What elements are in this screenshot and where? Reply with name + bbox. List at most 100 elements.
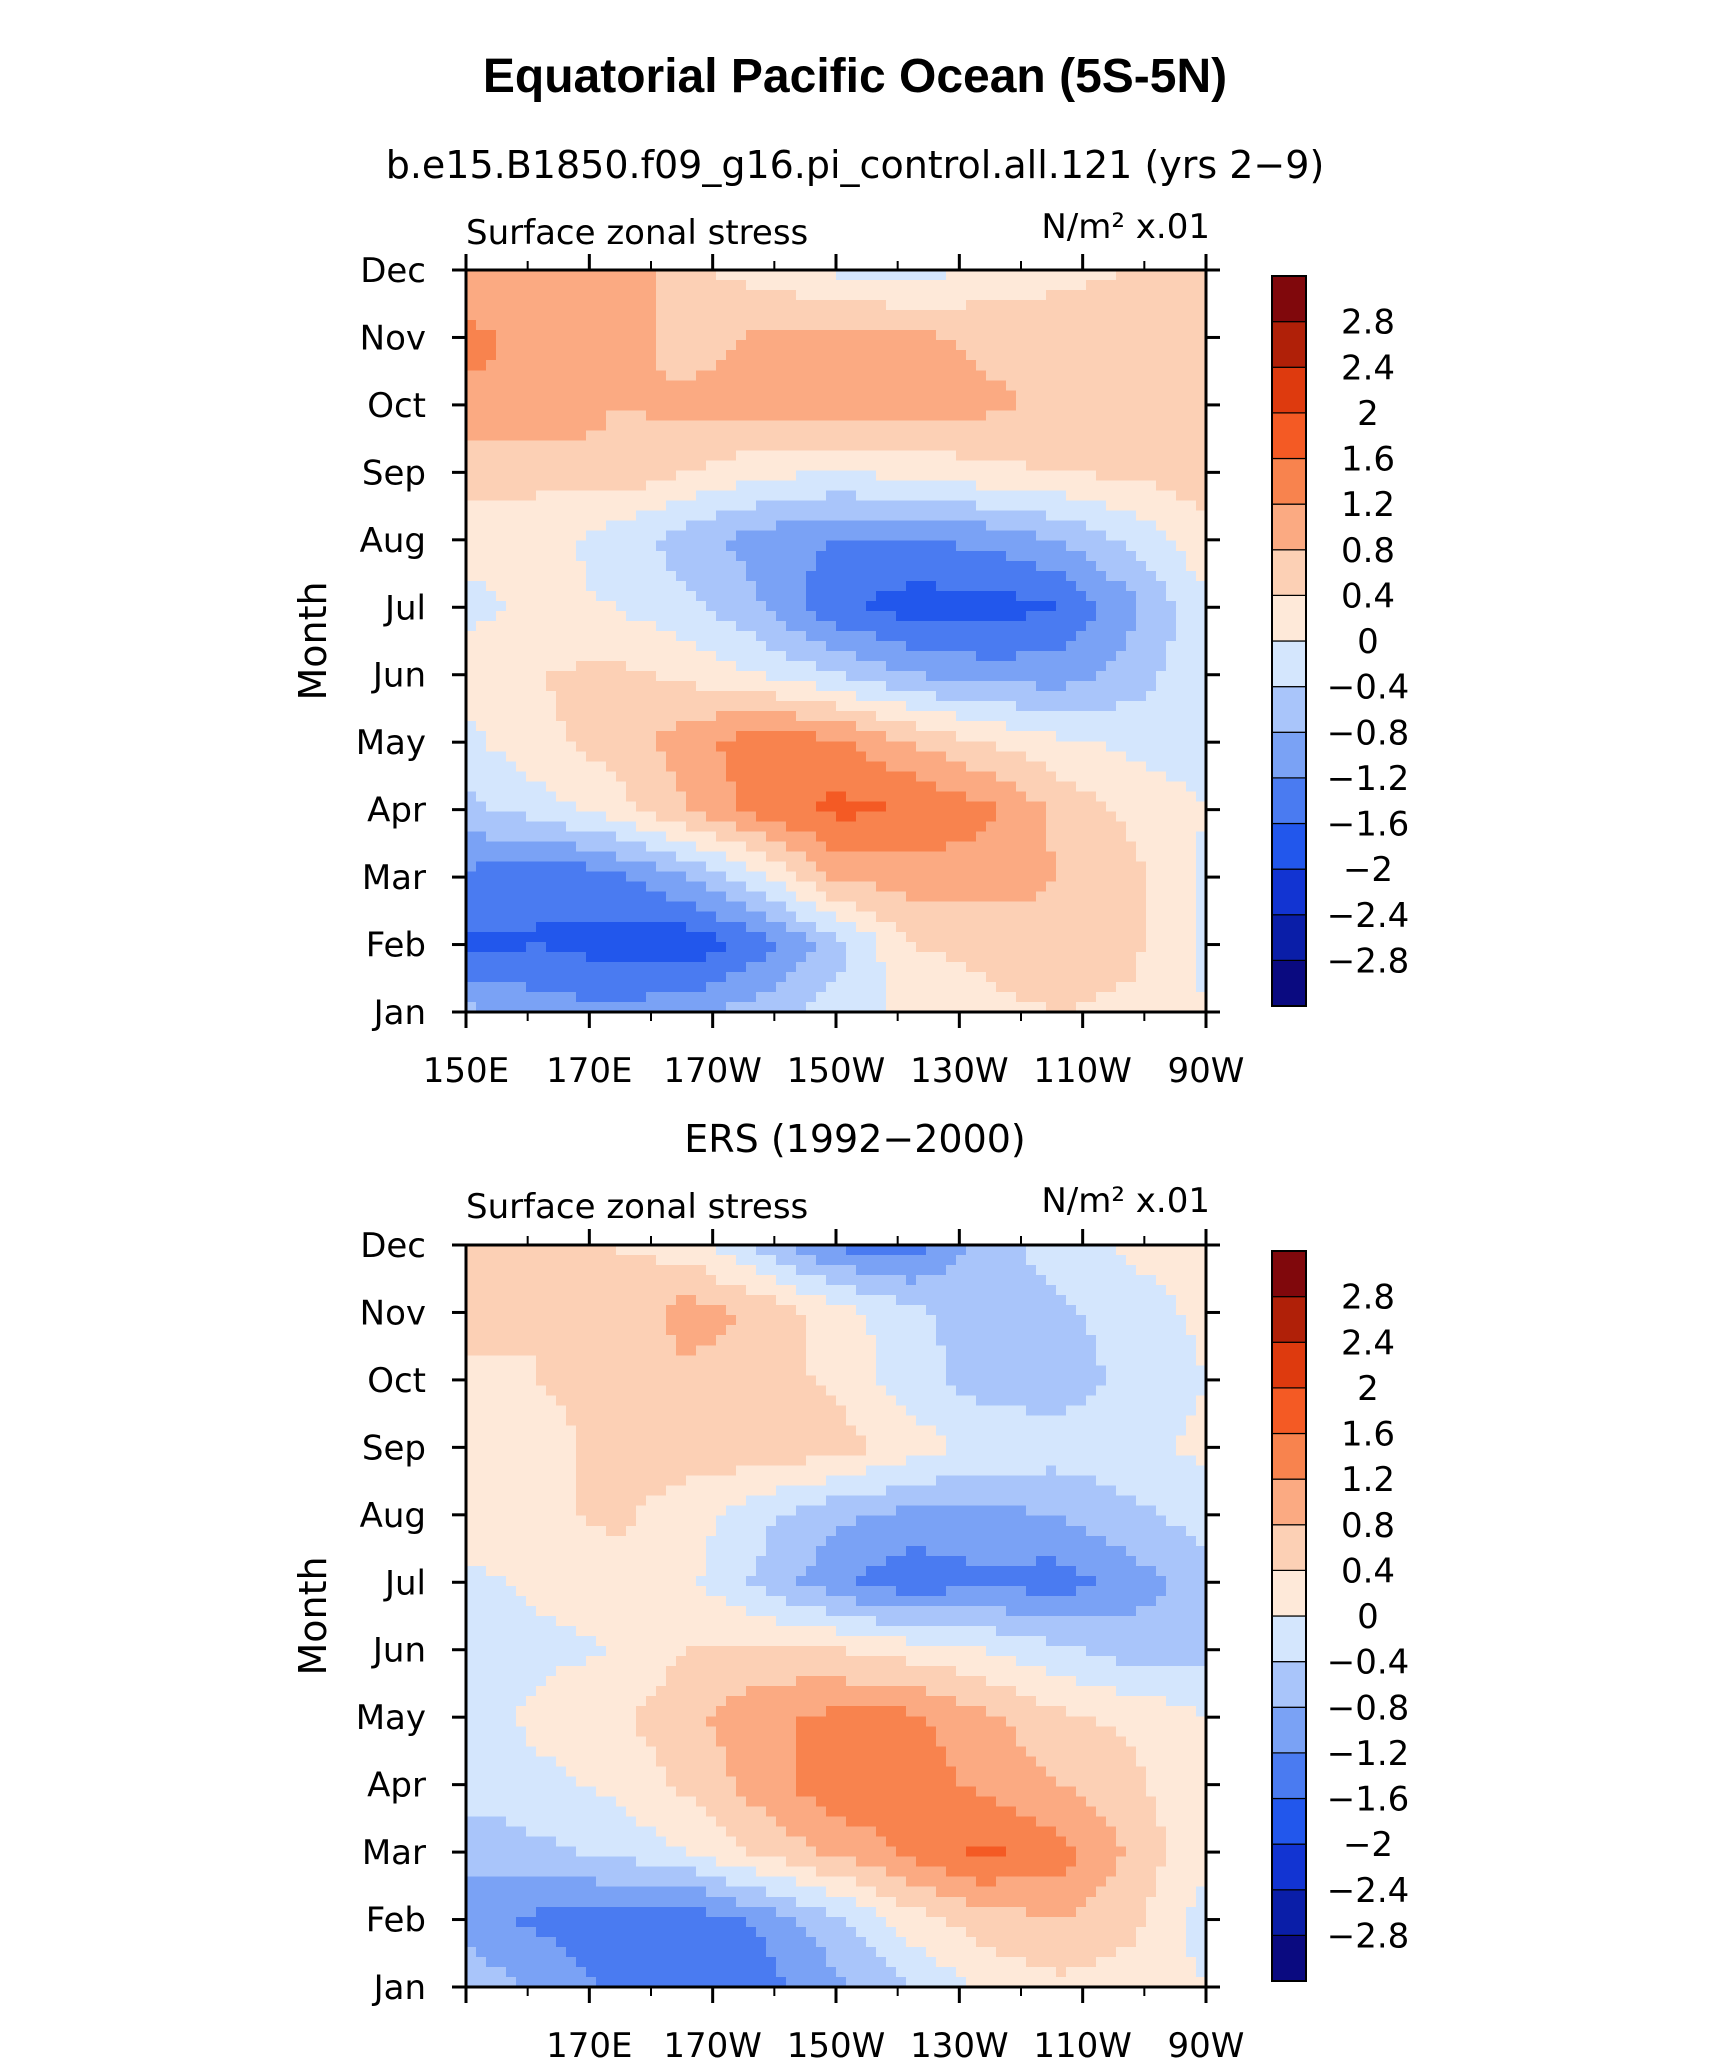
contour-cell bbox=[1026, 360, 1037, 371]
contour-cell bbox=[746, 310, 757, 321]
contour-cell bbox=[866, 300, 877, 311]
contour-cell bbox=[696, 901, 707, 913]
contour-cell bbox=[626, 350, 637, 361]
contour-cell bbox=[1026, 340, 1037, 351]
contour-cell bbox=[876, 881, 887, 893]
contour-cell bbox=[736, 600, 747, 612]
contour-cell bbox=[816, 430, 827, 442]
contour-cell bbox=[986, 460, 997, 472]
contour-cell bbox=[896, 550, 907, 562]
contour-cell bbox=[796, 360, 807, 371]
contour-cell bbox=[856, 610, 867, 622]
contour-cell bbox=[766, 600, 777, 612]
contour-cell bbox=[556, 931, 567, 943]
contour-cell bbox=[946, 711, 957, 722]
contour-cell bbox=[536, 370, 547, 381]
contour-cell bbox=[1166, 651, 1177, 662]
contour-cell bbox=[686, 590, 697, 602]
contour-cell bbox=[916, 881, 927, 893]
contour-cell bbox=[506, 610, 517, 622]
contour-cell bbox=[646, 841, 657, 853]
contour-cell bbox=[696, 871, 707, 883]
contour-cell bbox=[506, 901, 517, 913]
contour-cell bbox=[1136, 430, 1147, 442]
contour-cell bbox=[1056, 310, 1067, 321]
contour-cell bbox=[1146, 530, 1157, 542]
contour-cell bbox=[526, 300, 537, 311]
contour-cell bbox=[1056, 701, 1067, 712]
contour-cell bbox=[726, 380, 737, 391]
contour-cell bbox=[716, 781, 727, 793]
contour-cell bbox=[486, 941, 497, 953]
contour-cell bbox=[656, 580, 667, 592]
contour-cell bbox=[1096, 781, 1107, 793]
contour-cell bbox=[926, 761, 937, 772]
contour-cell bbox=[606, 290, 617, 301]
contour-cell bbox=[846, 651, 857, 662]
contour-cell bbox=[996, 851, 1007, 863]
contour-cell bbox=[746, 400, 757, 411]
contour-cell bbox=[826, 731, 837, 742]
contour-cell bbox=[556, 470, 567, 482]
contour-cell bbox=[666, 851, 677, 863]
contour-cell bbox=[1196, 320, 1207, 331]
contour-cell bbox=[646, 791, 657, 803]
contour-cell bbox=[876, 841, 887, 853]
contour-cell bbox=[856, 911, 867, 923]
contour-cell bbox=[886, 841, 897, 853]
contour-cell bbox=[1046, 300, 1057, 311]
contour-cell bbox=[816, 540, 827, 552]
contour-cell bbox=[806, 931, 817, 943]
contour-cell bbox=[836, 510, 847, 522]
contour-cell bbox=[696, 330, 707, 341]
contour-cell bbox=[1096, 751, 1107, 762]
contour-cell bbox=[576, 811, 587, 823]
contour-cell bbox=[836, 400, 847, 411]
contour-cell bbox=[1016, 931, 1027, 943]
contour-cell bbox=[556, 490, 567, 502]
contour-cell bbox=[1116, 741, 1127, 752]
contour-cell bbox=[1186, 600, 1197, 612]
contour-cell bbox=[536, 630, 547, 642]
contour-cell bbox=[606, 370, 617, 381]
contour-cell bbox=[596, 500, 607, 512]
contour-cell bbox=[866, 490, 877, 502]
contour-cell bbox=[586, 831, 597, 843]
contour-cell bbox=[506, 701, 517, 712]
contour-cell bbox=[846, 460, 857, 472]
contour-cell bbox=[516, 410, 527, 422]
contour-cell bbox=[716, 300, 727, 311]
contour-cell bbox=[816, 450, 827, 462]
contour-cell bbox=[886, 560, 897, 572]
contour-cell bbox=[896, 410, 907, 422]
contour-cell bbox=[576, 350, 587, 361]
contour-cell bbox=[586, 941, 597, 953]
contour-cell bbox=[636, 721, 647, 732]
contour-cell bbox=[1146, 931, 1157, 943]
contour-cell bbox=[556, 691, 567, 702]
contour-cell bbox=[476, 791, 487, 803]
contour-cell bbox=[776, 350, 787, 361]
contour-cell bbox=[616, 701, 627, 712]
contour-cell bbox=[796, 550, 807, 562]
contour-cell bbox=[1076, 681, 1087, 692]
contour-cell bbox=[1166, 641, 1177, 652]
contour-cell bbox=[706, 560, 717, 572]
contour-cell bbox=[896, 701, 907, 712]
contour-cell bbox=[586, 380, 597, 391]
contour-cell bbox=[526, 630, 537, 642]
contour-cell bbox=[1086, 360, 1097, 371]
contour-cell bbox=[876, 390, 887, 401]
contour-cell bbox=[1066, 751, 1077, 762]
contour-cell bbox=[996, 270, 1007, 281]
contour-cell bbox=[666, 681, 677, 692]
contour-cell bbox=[576, 681, 587, 692]
contour-cell bbox=[1096, 500, 1107, 512]
contour-cell bbox=[486, 661, 497, 672]
contour-cell bbox=[916, 280, 927, 291]
contour-cell bbox=[616, 901, 627, 913]
contour-cell bbox=[1186, 540, 1197, 552]
contour-cell bbox=[1136, 350, 1147, 361]
contour-cell bbox=[1176, 590, 1187, 602]
contour-cell bbox=[626, 701, 637, 712]
